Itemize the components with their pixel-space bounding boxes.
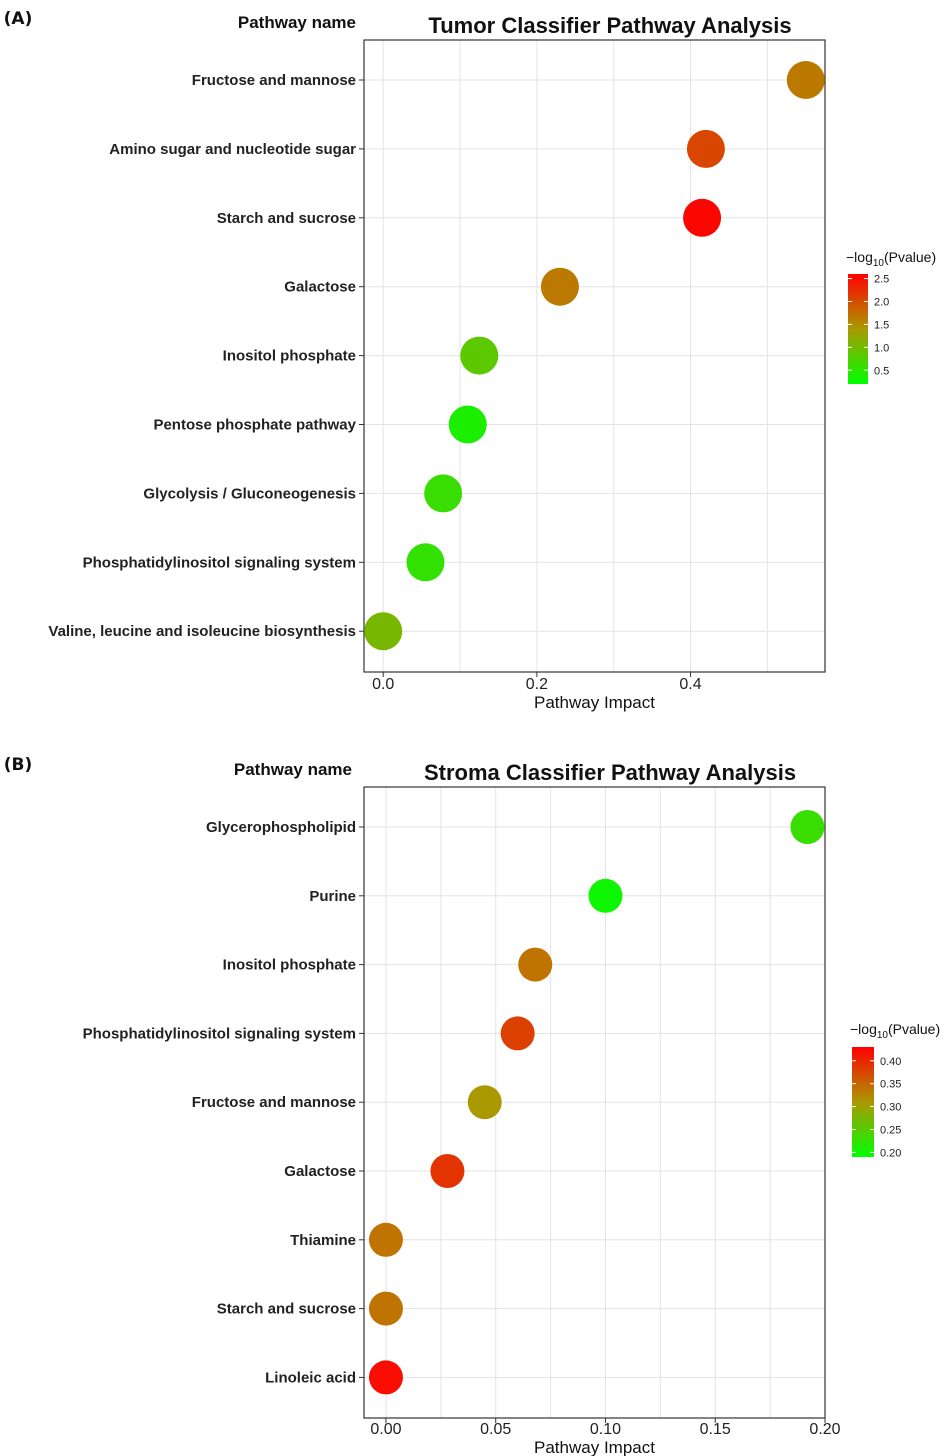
y-tick-label: Amino sugar and nucleotide sugar <box>109 141 356 158</box>
data-point <box>540 267 579 306</box>
data-point <box>460 336 499 375</box>
data-point <box>518 947 553 982</box>
data-point <box>790 810 825 844</box>
chart-panel-b: (B) Pathway name Stroma Classifier Pathway… <box>4 755 940 1456</box>
data-point <box>500 1016 535 1051</box>
y-tick-label: Inositol phosphate <box>223 348 356 365</box>
y-tick-label: Linoleic acid <box>265 1369 356 1386</box>
y-tick-label: Phosphatidylinositol signaling system <box>83 554 356 571</box>
legend-title: −log10(Pvalue) <box>846 249 936 269</box>
panel-label: (B) <box>4 755 33 775</box>
legend-colorbar <box>852 1047 874 1157</box>
legend-tick-label: 2.0 <box>874 297 889 309</box>
y-tick-label: Thiamine <box>290 1232 356 1249</box>
x-tick-label: 0.4 <box>679 676 701 693</box>
data-point <box>406 543 445 582</box>
x-tick-label: 0.05 <box>480 1421 511 1438</box>
y-axis-title: Pathway name <box>238 13 356 32</box>
data-point <box>683 198 722 237</box>
x-tick-label: 0.20 <box>809 1421 840 1438</box>
data-point <box>368 1291 403 1326</box>
data-point <box>467 1085 502 1120</box>
legend-tick-label: 0.35 <box>880 1079 901 1091</box>
y-tick-label: Galactose <box>284 1163 356 1180</box>
y-tick-label: Galactose <box>284 279 356 296</box>
x-tick-label: 0.0 <box>372 676 394 693</box>
data-point <box>588 878 623 913</box>
y-tick-label: Valine, leucine and isoleucine biosynthe… <box>48 623 356 640</box>
legend-tick-label: 0.40 <box>880 1056 901 1068</box>
y-tick-label: Inositol phosphate <box>223 957 356 974</box>
legend-tick-label: 0.30 <box>880 1102 901 1114</box>
legend-tick-label: 1.0 <box>874 342 889 354</box>
y-tick-label: Starch and sucrose <box>217 1301 356 1318</box>
plot-border <box>363 39 826 673</box>
x-tick-label: 0.2 <box>526 676 548 693</box>
legend-tick-label: 0.5 <box>874 365 889 377</box>
data-point <box>368 1360 403 1395</box>
x-tick-label: 0.10 <box>590 1421 621 1438</box>
data-point <box>364 612 403 651</box>
x-axis-title: Pathway Impact <box>534 693 655 712</box>
legend-title: −log10(Pvalue) <box>850 1021 940 1041</box>
legend-tick-label: 1.5 <box>874 319 889 331</box>
x-axis-title: Pathway Impact <box>534 1438 655 1456</box>
data-point <box>448 405 487 444</box>
data-point <box>368 1222 403 1257</box>
y-tick-label: Fructose and mannose <box>192 1094 356 1111</box>
legend-colorbar <box>848 274 868 384</box>
legend-tick-label: 2.5 <box>874 274 889 286</box>
y-tick-label: Starch and sucrose <box>217 210 356 227</box>
data-point <box>424 474 463 513</box>
y-tick-label: Purine <box>309 888 356 905</box>
data-point <box>786 61 825 99</box>
legend-tick-label: 0.20 <box>880 1147 901 1159</box>
chart-panel-a: (A) Pathway name Tumor Classifier Pathway … <box>4 9 936 712</box>
y-tick-label: Fructose and mannose <box>192 72 356 89</box>
data-point <box>686 129 725 168</box>
x-tick-label: 0.00 <box>370 1421 401 1438</box>
plot-border <box>363 786 826 1419</box>
y-tick-label: Glycerophospholipid <box>206 819 356 836</box>
data-point <box>430 1154 465 1188</box>
chart-title: Stroma Classifier Pathway Analysis <box>424 760 796 785</box>
y-axis-title: Pathway name <box>234 760 352 779</box>
chart-title: Tumor Classifier Pathway Analysis <box>428 13 791 38</box>
legend-tick-label: 0.25 <box>880 1125 901 1137</box>
x-tick-label: 0.15 <box>700 1421 731 1438</box>
y-tick-label: Pentose phosphate pathway <box>153 417 356 434</box>
y-tick-label: Glycolysis / Gluconeogenesis <box>143 485 356 502</box>
panel-label: (A) <box>4 9 33 29</box>
y-tick-label: Phosphatidylinositol signaling system <box>83 1025 356 1042</box>
